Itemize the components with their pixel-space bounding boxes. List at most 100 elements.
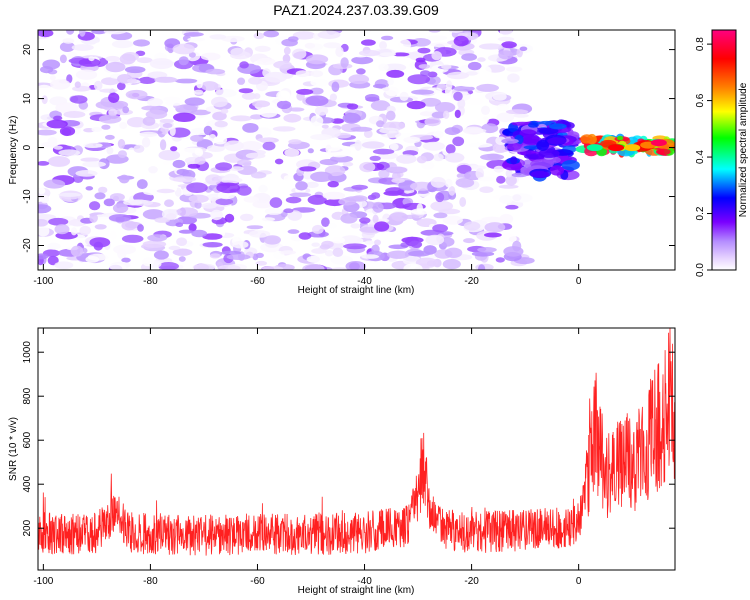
spectrogram-blob (93, 80, 103, 91)
spectrogram-blob (430, 200, 454, 212)
spectrogram-blob (261, 217, 276, 222)
spectrogram-blob (459, 197, 467, 207)
spectrogram-blob (446, 80, 453, 91)
spectrogram-blob (117, 139, 126, 149)
spectrogram-blob (445, 144, 456, 154)
spectrogram-blob (463, 126, 484, 135)
spectrogram-blob (361, 141, 385, 149)
spectrogram-blob (435, 192, 445, 203)
spectrogram-blob (188, 194, 209, 203)
spectrogram-blob (496, 175, 506, 184)
spectrogram-blob (242, 162, 252, 167)
spectrogram-blob (469, 142, 493, 148)
spectrogram-blob (371, 192, 381, 199)
spectrogram-blob (431, 111, 447, 119)
spectrogram-blob (312, 224, 324, 234)
spectrogram-blob (379, 41, 387, 50)
spectrogram-blob (370, 100, 391, 111)
spectrogram-blob (364, 240, 375, 245)
spectrogram-blob (38, 253, 49, 260)
spectrogram-blob (190, 109, 211, 116)
spectrogram-blob (141, 105, 161, 111)
spectrogram-blob (276, 181, 287, 188)
spectrogram-blob (254, 45, 271, 53)
spectrogram-blob (481, 105, 490, 116)
spectrogram-blob (38, 161, 50, 166)
spectrogram-blob (252, 200, 274, 209)
colorbar-tick-label: 0.4 (695, 150, 706, 164)
spectrogram-blob (239, 61, 249, 69)
spectrogram-blob (465, 71, 478, 76)
spectrogram-blob (512, 194, 522, 202)
spectrogram-blob (434, 102, 456, 113)
spectrogram-blob (206, 144, 225, 152)
spectrogram-blob (224, 213, 235, 223)
spectrogram-blob (392, 52, 410, 57)
spectrogram-blob (456, 164, 472, 174)
spectrogram-blob (292, 31, 316, 40)
spectrogram-blob (211, 96, 228, 108)
spectrogram-blob (121, 257, 131, 263)
spectrogram-blob (89, 201, 101, 211)
spectrogram-blob (391, 178, 405, 184)
spectrogram-blob (256, 57, 276, 66)
spectrogram-blob (47, 156, 71, 167)
spectrogram-blob (498, 184, 519, 189)
colorbar-ticks: 0.0 0.2 0.4 0.6 0.8 (695, 37, 712, 277)
spectrogram-blob (415, 57, 426, 63)
spectrogram-blob (117, 82, 126, 91)
spectrogram-blob (444, 127, 461, 136)
spectrogram-blob (169, 125, 176, 137)
spectrogram-ytick-label: 20 (22, 44, 33, 56)
spectrogram-blob (216, 182, 241, 194)
spectrogram-blob (42, 59, 61, 70)
spectrogram-blob (174, 78, 198, 84)
spectrogram-blob (492, 92, 507, 101)
spectrogram-blob (215, 198, 234, 206)
spectrogram-blob (389, 143, 399, 151)
spectrogram-blob (226, 254, 251, 260)
spectrogram-blob (62, 38, 75, 44)
spectrogram-blob (296, 88, 314, 95)
spectrogram-blob (192, 263, 216, 270)
spectrogram-blob (302, 263, 325, 270)
spectrogram-blob (477, 247, 497, 253)
spectrogram-blob (63, 111, 86, 118)
spectrogram-blob (513, 113, 529, 118)
spectrogram-blob (307, 231, 329, 238)
spectrogram-blob (263, 235, 281, 245)
snr-ytick-label: 1000 (22, 341, 33, 364)
spectrogram-blob (153, 250, 169, 260)
spectrogram-blob (331, 236, 345, 244)
spectrogram-blob (463, 221, 481, 231)
snr-ylabel: SNR (10 * v/v) (8, 417, 19, 481)
spectrogram-blob (536, 139, 549, 151)
spectrogram-blob (324, 250, 334, 257)
spectrogram-blob (507, 73, 520, 83)
spectrogram-blob (342, 161, 354, 167)
spectrogram-blob (506, 66, 523, 72)
spectrogram-blob (361, 254, 379, 259)
spectrogram-blob (273, 60, 292, 69)
spectrogram-blob (309, 87, 324, 95)
spectrogram-xtick-label: -80 (143, 276, 158, 287)
spectrogram-blob (133, 144, 145, 153)
spectrogram-blob (287, 229, 300, 234)
spectrogram-blob (298, 232, 312, 240)
spectrogram-blob (416, 193, 439, 198)
spectrogram-blob (453, 35, 469, 47)
spectrogram-blob (338, 197, 357, 206)
spectrogram-blob (385, 187, 405, 195)
spectrogram-blob (351, 184, 368, 190)
spectrogram-blob (106, 146, 114, 155)
spectrogram-xlabel: Height of straight line (km) (298, 285, 415, 296)
spectrogram-blob (168, 245, 181, 251)
spectrogram-blob (105, 134, 115, 140)
spectrogram-blob (237, 77, 246, 85)
spectrogram-blob (121, 234, 144, 243)
spectrogram-blob (215, 162, 233, 171)
spectrogram-blob (251, 171, 267, 179)
spectrogram-blob (398, 39, 412, 51)
spectrogram-blob (220, 108, 229, 114)
